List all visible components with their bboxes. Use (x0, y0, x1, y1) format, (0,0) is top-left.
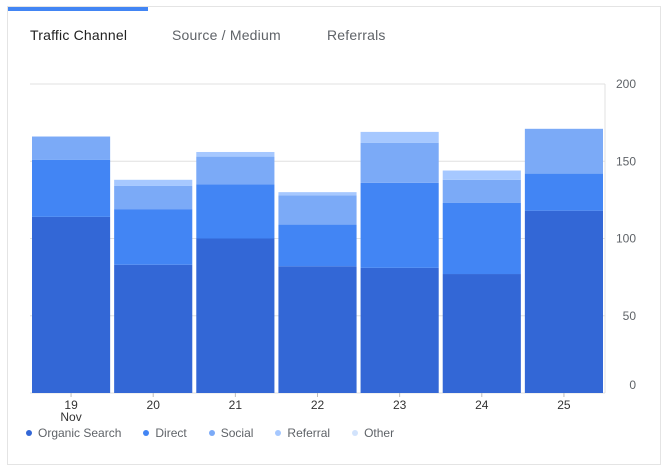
legend-dot-icon (26, 430, 32, 436)
bar-segment (442, 274, 521, 393)
x-tick-label: 20 (147, 398, 161, 412)
bar-segment (196, 151, 275, 157)
x-tick-label: 21 (229, 398, 243, 412)
chart-legend: Organic Search Direct Social Referral Other (26, 424, 416, 442)
bar-segment (32, 136, 111, 160)
bar-segment (32, 216, 111, 393)
legend-item[interactable]: Direct (143, 426, 187, 440)
x-tick-label: 24 (475, 398, 489, 412)
tab-referrals[interactable]: Referrals (327, 27, 386, 43)
x-tick-label: 22 (311, 398, 325, 412)
bar-segment (360, 267, 439, 393)
bar-segment (360, 142, 439, 183)
active-tab-indicator (8, 7, 148, 11)
bar-segment (278, 224, 357, 267)
bar-segment (114, 264, 193, 393)
x-tick-label: 25 (557, 398, 571, 412)
bar-segment (114, 179, 193, 186)
bar-segment (114, 185, 193, 210)
legend-dot-icon (352, 430, 359, 436)
legend-item[interactable]: Referral (275, 426, 330, 440)
bar-segment (114, 209, 193, 265)
bar-segment (524, 210, 603, 393)
legend-label: Direct (155, 426, 187, 440)
bar-segment (524, 128, 603, 174)
bar-segment (442, 170, 521, 180)
bar-segment (360, 182, 439, 268)
legend-dot-icon (143, 430, 150, 436)
x-tick-label: 19 (64, 398, 78, 412)
x-tick-label: 23 (393, 398, 407, 412)
legend-dot-icon (208, 430, 215, 436)
legend-label: Organic Search (38, 426, 122, 440)
legend-dot-icon (275, 430, 282, 436)
legend-item[interactable]: Social (208, 426, 254, 440)
tab-bar: Traffic Channel Source / Medium Referral… (8, 7, 662, 63)
bar-segment (196, 156, 275, 185)
bar-segment (196, 238, 275, 393)
bar-segment (442, 202, 521, 275)
y-tick-label: 150 (616, 154, 636, 168)
tab-traffic-channel[interactable]: Traffic Channel (30, 27, 128, 43)
bar-segment (278, 266, 357, 393)
bar-segment (442, 179, 521, 203)
bar-segment (32, 159, 111, 217)
bar-segment (196, 184, 275, 239)
bar-segment (524, 173, 603, 211)
y-tick-label: 0 (629, 378, 636, 392)
y-tick-label: 100 (616, 232, 636, 246)
bar-segment (278, 192, 357, 196)
x-tick-sublabel: Nov (60, 410, 81, 424)
tab-source-medium[interactable]: Source / Medium (172, 27, 281, 43)
legend-label: Social (220, 426, 254, 440)
legend-item[interactable]: Other (352, 426, 394, 440)
y-tick-label: 200 (616, 77, 636, 91)
bar-segment (278, 195, 357, 225)
bar-segment (360, 131, 439, 143)
y-tick-label: 50 (623, 309, 637, 323)
legend-label: Referral (287, 426, 331, 440)
legend-item[interactable]: Organic Search (26, 426, 121, 440)
legend-label: Other (364, 426, 395, 440)
